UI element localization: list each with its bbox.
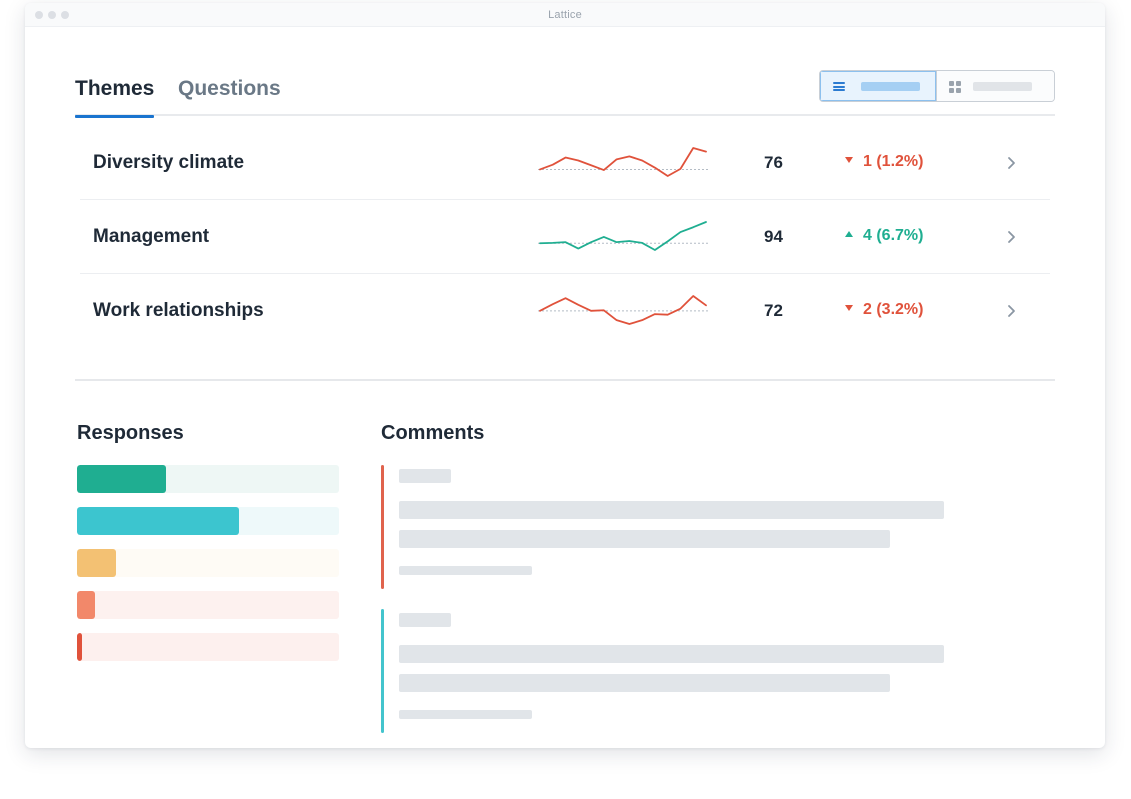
chevron-right-icon[interactable]	[1004, 230, 1018, 244]
comment-meta-placeholder	[399, 566, 532, 575]
comment-text-placeholder	[399, 501, 944, 519]
tab-bar: Themes Questions	[75, 76, 1055, 118]
comment-text-placeholder	[399, 674, 890, 692]
response-bar-fill	[77, 549, 117, 577]
grid-icon	[949, 81, 961, 93]
list-icon	[833, 82, 845, 91]
comment-meta-placeholder	[399, 710, 532, 719]
window-controls	[35, 11, 69, 19]
theme-trend-sparkline	[538, 295, 708, 325]
theme-list: Diversity climate 76 1 (1.2%) Management…	[80, 126, 1050, 348]
response-bar-fill	[77, 633, 83, 661]
caret-up-icon	[845, 231, 853, 237]
theme-name: Diversity climate	[93, 152, 245, 173]
theme-delta: 4 (6.7%)	[845, 227, 923, 245]
chevron-right-icon[interactable]	[1004, 304, 1018, 318]
comment-text-placeholder	[399, 645, 944, 663]
app-window: Lattice Themes Questions Diversity clima…	[25, 3, 1105, 748]
response-bar	[77, 465, 339, 493]
caret-down-icon	[845, 305, 853, 311]
theme-score: 72	[764, 301, 783, 320]
theme-delta-value: 2 (3.2%)	[863, 301, 924, 318]
list-view-label-placeholder	[861, 82, 920, 91]
grid-view-button[interactable]	[937, 71, 1054, 101]
comment-card[interactable]	[381, 465, 981, 589]
sparkline-trend-line	[539, 221, 707, 251]
tab-themes[interactable]: Themes	[75, 76, 155, 118]
response-bar	[77, 633, 339, 661]
response-bar-fill	[77, 465, 167, 493]
responses-bars	[77, 465, 339, 675]
response-bar	[77, 507, 339, 535]
caret-down-icon	[845, 157, 853, 163]
theme-delta-value: 4 (6.7%)	[863, 227, 924, 244]
theme-delta: 1 (1.2%)	[845, 153, 923, 171]
comment-author-placeholder	[399, 613, 451, 627]
minimize-window-dot[interactable]	[48, 11, 56, 19]
section-divider	[75, 379, 1055, 381]
theme-delta-value: 1 (1.2%)	[863, 153, 924, 170]
close-window-dot[interactable]	[35, 11, 43, 19]
response-bar-fill	[77, 591, 96, 619]
grid-view-label-placeholder	[973, 82, 1032, 91]
view-toggle	[819, 70, 1055, 102]
comments-title: Comments	[381, 422, 485, 444]
theme-score: 76	[764, 153, 783, 172]
response-bar	[77, 549, 339, 577]
chevron-right-icon[interactable]	[1004, 156, 1018, 170]
response-bar-fill	[77, 507, 240, 535]
theme-trend-sparkline	[538, 221, 708, 251]
theme-row-diversity-climate[interactable]: Diversity climate 76 1 (1.2%)	[80, 126, 1050, 200]
theme-row-management[interactable]: Management 94 4 (6.7%)	[80, 200, 1050, 274]
comment-accent-bar	[381, 609, 384, 733]
sparkline-trend-line	[539, 295, 707, 325]
maximize-window-dot[interactable]	[61, 11, 69, 19]
tab-questions[interactable]: Questions	[178, 77, 281, 100]
comment-author-placeholder	[399, 469, 451, 483]
comments-list	[381, 465, 981, 748]
window-title: Lattice	[548, 9, 582, 21]
comment-card[interactable]	[381, 609, 981, 733]
title-bar: Lattice	[25, 3, 1105, 27]
theme-score: 94	[764, 227, 783, 246]
responses-title: Responses	[77, 422, 184, 444]
sparkline-trend-line	[539, 147, 707, 177]
list-view-button[interactable]	[820, 71, 937, 101]
response-bar	[77, 591, 339, 619]
comment-accent-bar	[381, 465, 384, 589]
theme-trend-sparkline	[538, 147, 708, 177]
theme-name: Work relationships	[93, 300, 264, 321]
comment-text-placeholder	[399, 530, 890, 548]
theme-row-work-relationships[interactable]: Work relationships 72 2 (3.2%)	[80, 274, 1050, 348]
theme-delta: 2 (3.2%)	[845, 301, 923, 319]
theme-name: Management	[93, 226, 210, 247]
